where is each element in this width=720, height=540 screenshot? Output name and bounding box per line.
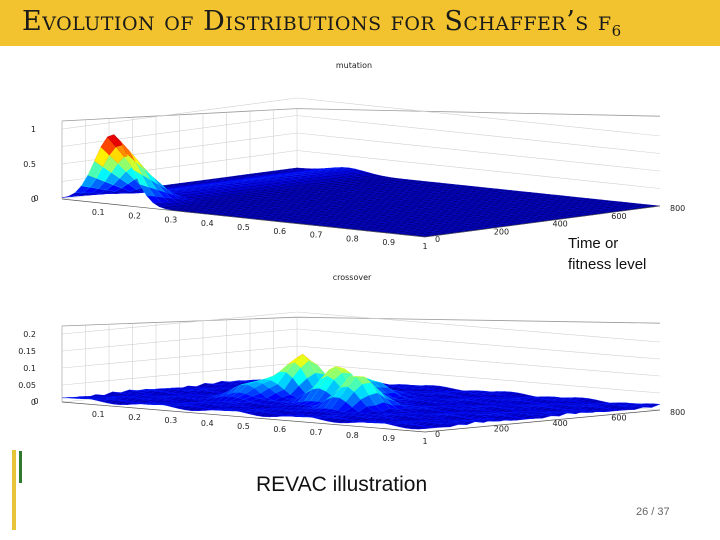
y-tick-label: 200 — [494, 425, 509, 434]
x-tick-label: 0.5 — [237, 422, 250, 431]
x-tick-label: 0.9 — [382, 434, 395, 443]
x-tick-label: 0.8 — [346, 234, 359, 243]
x-tick-label: 0.3 — [165, 416, 178, 425]
annotation-line-1: Time or — [568, 235, 619, 252]
x-tick-label: 0 — [33, 397, 38, 406]
time-axis-annotation: Time or fitness level — [568, 233, 646, 275]
x-axis-line — [61, 401, 426, 433]
grid-line — [61, 328, 298, 352]
x-tick-label: 1 — [422, 437, 427, 446]
x-tick-label: 0.1 — [92, 410, 105, 419]
y-tick-label: 600 — [611, 414, 626, 423]
x-tick-label: 0.6 — [273, 227, 286, 236]
y-tick-label: 0 — [435, 235, 440, 244]
grid-line — [296, 150, 661, 189]
y-tick-label: 400 — [553, 419, 568, 428]
y-tick-label: 400 — [553, 220, 568, 229]
x-tick-label: 0.7 — [310, 231, 323, 240]
annotation-line-2: fitness level — [568, 256, 647, 273]
grid-line — [61, 345, 298, 369]
x-tick-label: 0.6 — [273, 425, 286, 434]
z-tick-label: 0.5 — [23, 160, 36, 169]
x-tick-label: 0.9 — [382, 238, 395, 247]
y-tick-label: 600 — [611, 212, 626, 221]
y-axis-line — [424, 409, 661, 433]
x-tick-label: 0.3 — [165, 215, 178, 224]
z-tick-label: 1 — [31, 125, 36, 134]
x-tick-label: 0.4 — [201, 419, 214, 428]
grid-line — [61, 311, 298, 335]
grid-line — [61, 362, 298, 386]
y-tick-label: 800 — [670, 204, 685, 213]
grid-line — [296, 97, 661, 137]
slide-title: Evolution of Distributions for Schaffer’… — [22, 6, 622, 40]
x-tick-label: 0.7 — [310, 428, 323, 437]
grid-line — [296, 132, 661, 172]
z-tick-label: 0.1 — [23, 364, 36, 373]
z-tick-label: 0.15 — [18, 347, 36, 356]
x-tick-label: 0.2 — [128, 413, 141, 422]
y-tick-label: 200 — [494, 227, 509, 236]
x-tick-label: 0 — [33, 194, 38, 203]
surface-patch — [418, 426, 434, 430]
x-tick-label: 1 — [422, 242, 427, 251]
y-axis-line — [424, 205, 661, 238]
decorative-bar-green — [19, 451, 22, 483]
z-tick-label: 0.2 — [23, 330, 36, 339]
decorative-bar-yellow — [12, 450, 16, 530]
grid-line — [296, 311, 661, 343]
x-tick-label: 0.4 — [201, 219, 214, 228]
grid-line — [296, 115, 661, 154]
grid-line — [296, 345, 661, 377]
x-axis-line — [61, 198, 426, 238]
x-tick-label: 0.5 — [237, 223, 250, 232]
x-tick-label: 0.1 — [92, 208, 105, 217]
slide-title-subscript: 6 — [611, 22, 622, 40]
plot-title: crossover — [333, 273, 372, 282]
grid-line — [61, 97, 298, 130]
page-number: 26 / 37 — [636, 506, 670, 518]
grid-line — [61, 115, 298, 147]
z-tick-label: 0.05 — [18, 381, 36, 390]
plot-title: mutation — [336, 61, 372, 70]
x-tick-label: 0.8 — [346, 431, 359, 440]
z-tick-label: 0 — [31, 398, 36, 407]
grid-line — [296, 362, 661, 394]
y-tick-label: 0 — [435, 430, 440, 439]
title-bar: Evolution of Distributions for Schaffer’… — [0, 0, 720, 46]
z-tick-label: 0 — [31, 195, 36, 204]
slide-caption: REVAC illustration — [256, 473, 428, 496]
x-tick-label: 0.2 — [128, 212, 141, 221]
slide-title-text: Evolution of Distributions for Schaffer’… — [22, 6, 612, 37]
y-tick-label: 800 — [670, 408, 685, 417]
grid-line — [296, 328, 661, 360]
